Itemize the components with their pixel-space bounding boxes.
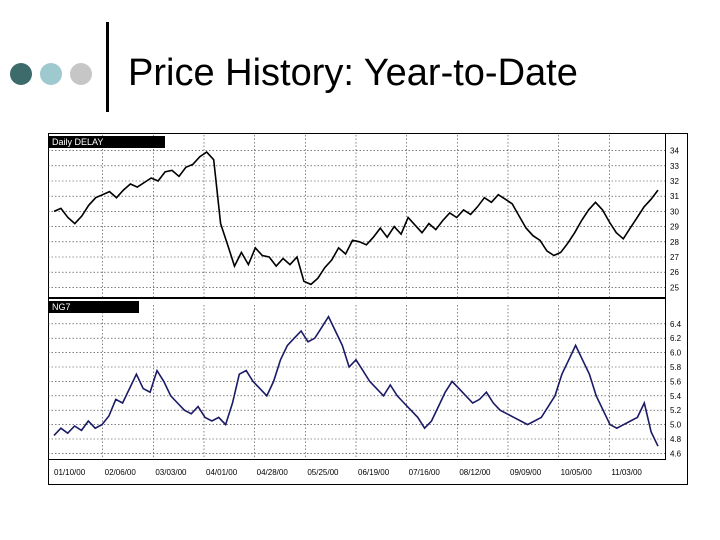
teal-dot [10,63,32,85]
upper-panel: 34 33 32 31 30 29 28 27 26 25 Daily DELAY [48,133,679,298]
lower-grid [48,305,665,459]
lower-y-tick-label: 6.2 [670,334,682,343]
upper-y-tick-label: 28 [670,238,679,247]
upper-y-tick-label: 30 [670,207,679,216]
x-tick-label: 02/06/00 [105,468,137,477]
lower-y-tick-label: 5.6 [670,377,682,386]
x-tick-label: 06/19/00 [358,468,390,477]
series-line-daily-delay [53,151,659,286]
x-axis-ticks: 01/10/00 02/06/00 03/03/00 04/01/00 04/28/00… [54,468,642,477]
x-tick-label: 01/10/00 [54,468,86,477]
x-tick-label: 07/16/00 [409,468,441,477]
lower-y-tick-label: 5.0 [670,421,682,430]
upper-grid [48,135,665,297]
slide-title: Price History: Year-to-Date [128,52,578,94]
upper-y-ticks: 34 33 32 31 30 29 28 27 26 25 [670,147,679,293]
lower-legend-label: NG7 [52,302,71,312]
x-tick-label: 09/09/00 [510,468,542,477]
x-tick-label: 10/05/00 [561,468,593,477]
upper-plot-frame [48,133,666,298]
lower-y-tick-label: 5.2 [670,406,682,415]
upper-y-tick-label: 29 [670,223,679,232]
lower-y-tick-label: 5.4 [670,392,682,401]
lower-y-tick-label: 5.8 [670,363,682,372]
lower-y-tick-label: 6.0 [670,349,682,358]
x-tick-label: 08/12/00 [459,468,491,477]
x-tick-label: 04/28/00 [257,468,289,477]
upper-legend-label: Daily DELAY [52,137,103,147]
upper-y-tick-label: 27 [670,253,679,262]
lower-plot-frame [48,298,666,460]
upper-y-tick-label: 26 [670,268,679,277]
lower-y-tick-label: 6.4 [670,320,682,329]
chart-frame [48,133,688,485]
bullet-dots [10,63,110,87]
price-chart: 34 33 32 31 30 29 28 27 26 25 Daily DELAY 6.4 6.2 6… [48,133,688,485]
lower-y-tick-label: 4.8 [670,435,682,444]
upper-y-tick-label: 32 [670,177,679,186]
upper-legend-box [49,136,165,148]
lower-y-ticks: 6.4 6.2 6.0 5.8 5.6 5.4 5.2 5.0 4.8 4.6 [670,320,682,459]
series-line-ng7 [53,314,659,447]
upper-y-tick-label: 25 [670,283,679,292]
x-tick-label: 05/25/00 [307,468,339,477]
light-blue-dot [40,63,62,85]
gray-dot [70,63,92,85]
x-tick-label: 04/01/00 [206,468,238,477]
upper-y-tick-label: 33 [670,162,679,171]
x-tick-label: 11/03/00 [611,468,642,477]
lower-legend-box [49,301,139,313]
lower-y-tick-label: 4.6 [670,449,682,458]
upper-y-tick-label: 31 [670,192,679,201]
title-divider [106,22,109,112]
upper-y-tick-label: 34 [670,147,679,156]
lower-panel: 6.4 6.2 6.0 5.8 5.6 5.4 5.2 5.0 4.8 4.6 NG7 [48,298,682,460]
x-tick-label: 03/03/00 [155,468,187,477]
